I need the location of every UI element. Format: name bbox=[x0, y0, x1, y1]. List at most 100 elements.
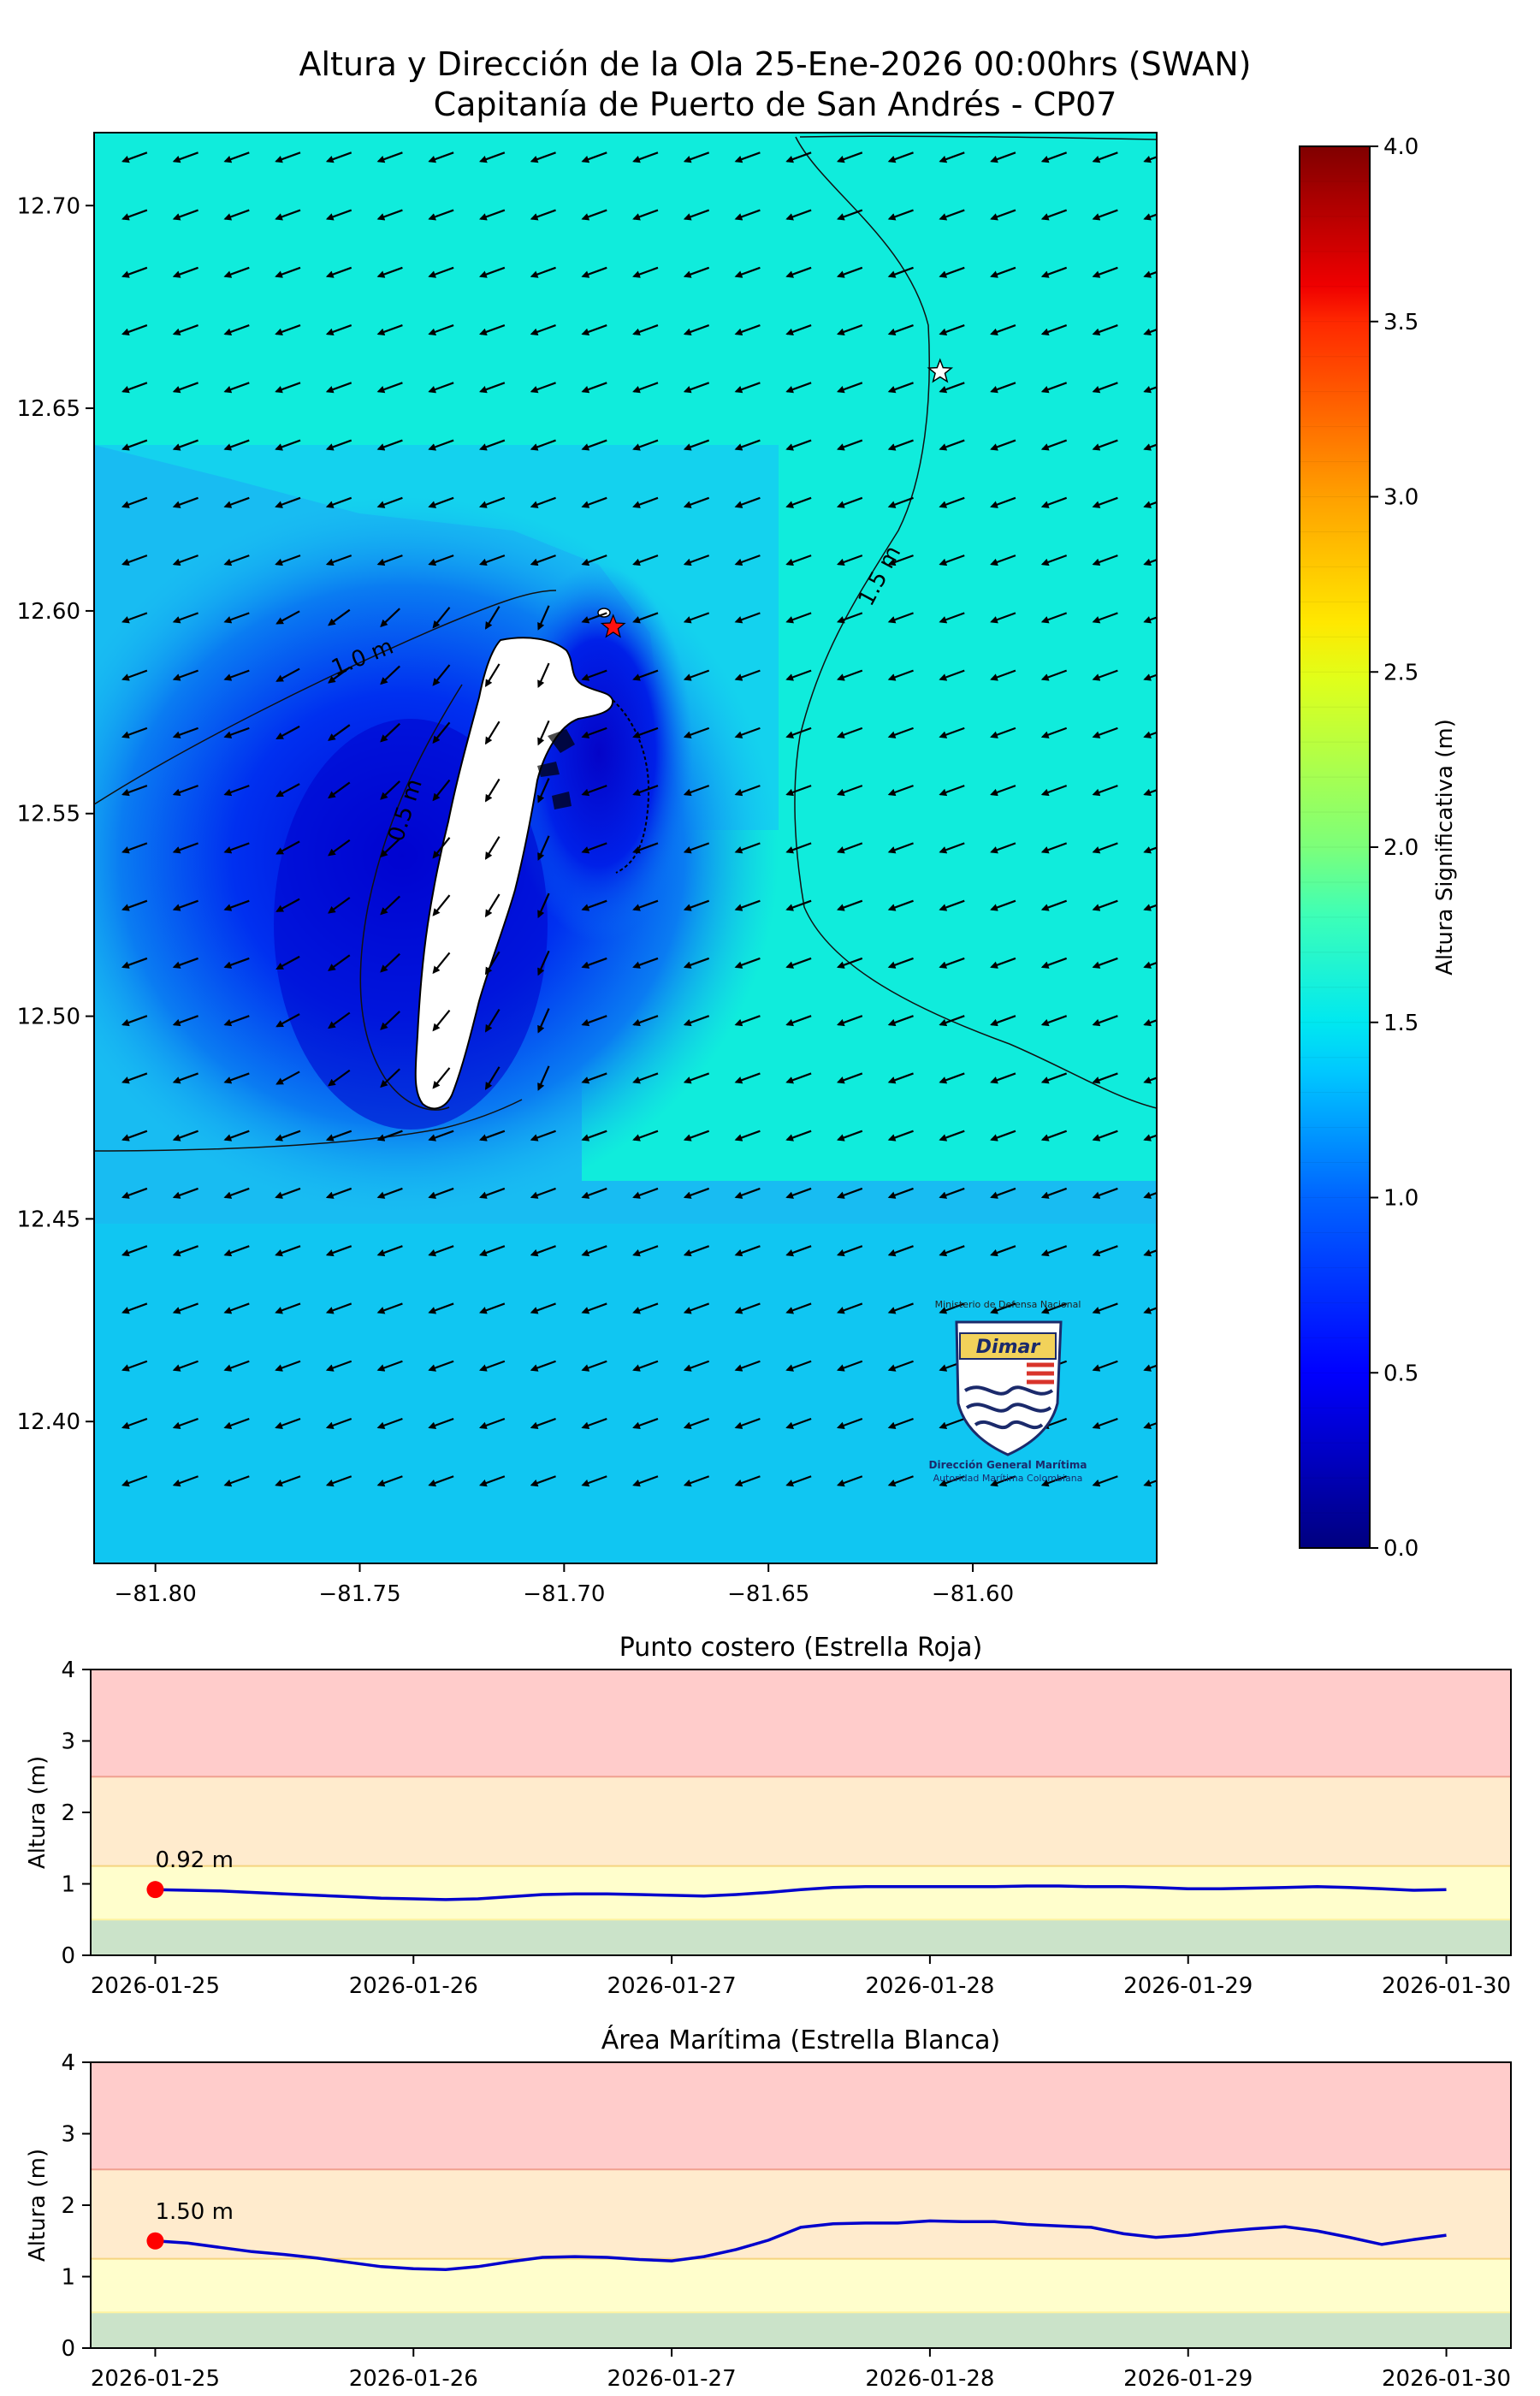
chart-xtick-label: 2026-01-28 bbox=[865, 2366, 994, 2392]
colorbar-tick-label: 1.5 bbox=[1383, 1011, 1419, 1036]
wave-arrow bbox=[1092, 209, 1118, 221]
wave-arrow bbox=[887, 209, 914, 221]
wave-arrow bbox=[632, 1475, 659, 1487]
wave-arrow bbox=[939, 151, 965, 163]
wave-arrow bbox=[121, 1072, 148, 1084]
wave-arrow bbox=[581, 1417, 607, 1429]
wave-arrow bbox=[432, 779, 451, 802]
wave-arrow bbox=[836, 324, 863, 336]
wave-arrow bbox=[887, 1130, 914, 1142]
wave-arrow bbox=[581, 1302, 607, 1314]
wave-arrow bbox=[683, 727, 710, 738]
wave-arrow bbox=[632, 1360, 659, 1372]
wave-arrow bbox=[683, 555, 710, 566]
wave-arrow bbox=[836, 612, 863, 624]
wave-arrow bbox=[887, 266, 914, 278]
chart-ytick-label: 0 bbox=[61, 1943, 75, 1969]
wave-arrow bbox=[484, 1008, 500, 1033]
wave-arrow bbox=[1143, 1364, 1157, 1372]
colorbar-ticks: 0.0 0.5 1.0 1.5 2.0 2.5 3.0 3.5 4.0 bbox=[1370, 134, 1419, 1562]
wave-arrow bbox=[887, 151, 914, 163]
series-line bbox=[155, 2219, 1447, 2271]
wave-arrow bbox=[581, 266, 607, 278]
wave-arrow bbox=[581, 1475, 607, 1487]
logo-ministry-text: Ministerio de Defensa Nacional bbox=[935, 1299, 1081, 1310]
wave-arrow bbox=[428, 1187, 454, 1199]
wave-arrow bbox=[581, 382, 607, 394]
wave-arrow bbox=[836, 1187, 863, 1199]
wave-arrow bbox=[683, 382, 710, 394]
wave-arrow bbox=[632, 899, 659, 911]
wave-arrow bbox=[380, 780, 400, 800]
wave-arrow bbox=[887, 1417, 914, 1429]
wave-arrow bbox=[785, 1187, 812, 1199]
wave-arrow bbox=[632, 842, 659, 854]
wave-arrow bbox=[530, 1245, 556, 1257]
wave-arrow bbox=[887, 1245, 914, 1257]
wave-arrow bbox=[990, 899, 1016, 911]
wave-arrow bbox=[380, 895, 400, 916]
wave-arrow bbox=[1143, 443, 1157, 451]
wave-arrow bbox=[1143, 386, 1157, 394]
chart-title: Punto costero (Estrella Roja) bbox=[619, 1633, 983, 1663]
wave-arrow bbox=[484, 1066, 500, 1090]
wave-arrow bbox=[990, 727, 1016, 738]
wave-arrow bbox=[479, 382, 506, 394]
wave-arrow bbox=[328, 667, 351, 684]
colorbar: 0.0 0.5 1.0 1.5 2.0 2.5 3.0 3.5 4.0 Altura Signi… bbox=[1299, 134, 1458, 1562]
wave-arrow bbox=[887, 496, 914, 508]
wave-arrow bbox=[1143, 1018, 1157, 1027]
wave-arrow bbox=[1092, 324, 1118, 336]
wave-arrow bbox=[683, 1072, 710, 1084]
wave-arrow bbox=[479, 1130, 506, 1142]
wave-arrow bbox=[990, 1302, 1016, 1314]
wave-arrow bbox=[1092, 1015, 1118, 1027]
wave-arrow bbox=[939, 496, 965, 508]
wave-arrow bbox=[172, 382, 198, 394]
wave-arrow bbox=[1143, 1307, 1157, 1314]
coastal-point-chart: 0.92 m 0 1 2 3 4 2026-01-25 2026-01-26 2026-01-2… bbox=[25, 1633, 1512, 1999]
wave-arrow bbox=[1040, 555, 1068, 566]
wave-arrow bbox=[223, 1245, 250, 1257]
wave-arrow bbox=[836, 439, 863, 451]
wave-arrow bbox=[428, 324, 454, 336]
wave-arrow bbox=[939, 439, 965, 451]
wave-arrow bbox=[887, 1302, 914, 1314]
wave-arrow bbox=[121, 957, 148, 969]
wave-arrow bbox=[537, 778, 550, 804]
logo-line1-text: Dirección General Marítima bbox=[929, 1459, 1087, 1471]
wave-arrow bbox=[1092, 1302, 1118, 1314]
wave-arrow bbox=[887, 324, 914, 336]
wave-arrow bbox=[1092, 669, 1118, 681]
wave-arrow bbox=[172, 324, 198, 336]
wave-arrow bbox=[275, 382, 301, 394]
wave-arrow bbox=[1143, 1134, 1157, 1142]
wave-arrow bbox=[734, 1417, 761, 1429]
wave-arrow bbox=[275, 725, 300, 740]
wave-arrow bbox=[537, 1008, 550, 1034]
wave-arrow bbox=[1092, 957, 1118, 969]
wave-arrow bbox=[1143, 1479, 1157, 1487]
wave-arrow bbox=[376, 266, 403, 278]
map-axes: −81.80 −81.75 −81.70 −81.65 −81.60 12.40 12.45… bbox=[17, 193, 1015, 1607]
wave-arrow bbox=[223, 1360, 250, 1372]
chart-xtick-label: 2026-01-30 bbox=[1382, 1973, 1511, 1999]
wave-arrow bbox=[887, 1360, 914, 1372]
wave-arrow bbox=[537, 1065, 550, 1091]
wave-arrow bbox=[172, 555, 198, 566]
wave-arrow bbox=[172, 1245, 198, 1257]
wave-arrow bbox=[172, 785, 198, 797]
wave-arrow bbox=[1040, 1072, 1068, 1084]
wave-arrow bbox=[990, 555, 1016, 566]
wave-arrow bbox=[581, 669, 607, 681]
map-xtick-label: −81.65 bbox=[727, 1581, 809, 1607]
map-ytick-label: 12.60 bbox=[17, 599, 80, 625]
chart-xtick-label: 2026-01-26 bbox=[349, 1973, 478, 1999]
wave-arrow bbox=[1040, 1245, 1068, 1257]
wave-arrow bbox=[530, 1130, 556, 1142]
wave-arrow bbox=[376, 1187, 403, 1199]
map-ytick-label: 12.55 bbox=[17, 802, 80, 827]
wave-arrow bbox=[428, 1130, 454, 1142]
chart-xtick-label: 2026-01-28 bbox=[865, 1973, 994, 1999]
wave-arrow bbox=[939, 1302, 965, 1314]
